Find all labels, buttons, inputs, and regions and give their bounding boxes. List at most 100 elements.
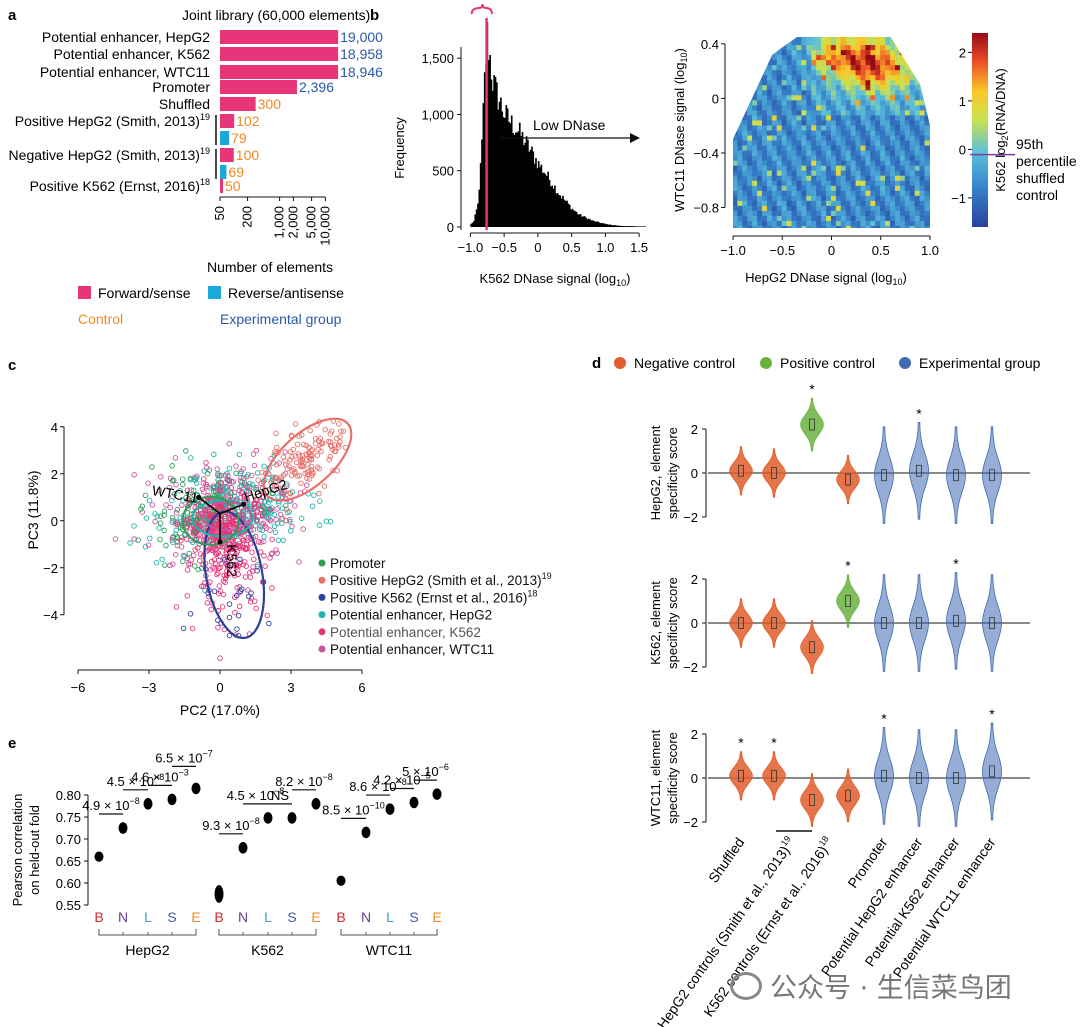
heatmap-cell [909, 192, 919, 201]
heatmap-cell [747, 61, 756, 71]
pca-point [222, 522, 229, 529]
hist-bar [562, 195, 564, 227]
pca-point [308, 463, 315, 470]
heatmap-cell [870, 101, 879, 111]
heatmap-cell [757, 61, 766, 71]
heatmap-cell [885, 111, 894, 121]
heatmap-cell [757, 56, 766, 66]
model-violin [336, 875, 346, 886]
heatmap-cell [781, 116, 791, 126]
heatmap-cell [747, 142, 756, 151]
heatmap-cell [835, 46, 845, 56]
heatmap-cell [914, 111, 924, 121]
heatmap-cell [752, 106, 761, 116]
hist-bar [599, 223, 602, 227]
hist-bar [477, 203, 479, 227]
violin-ylabel: K562, element [648, 581, 663, 665]
heatmap-cell [870, 157, 879, 166]
heatmap-cell [781, 172, 791, 181]
heatmap-cell [816, 177, 825, 186]
pca-point [273, 430, 279, 437]
heatmap-cell [860, 162, 869, 171]
heatmap-cell [890, 157, 899, 166]
heatmap-cell [737, 37, 746, 46]
heatmap-cell [796, 137, 805, 146]
heatmap-cell [894, 197, 904, 206]
heatmap-cell [894, 177, 904, 186]
pca-point [212, 550, 219, 556]
percentile-note-line: 95th [1016, 136, 1043, 152]
hist-bar [641, 226, 644, 227]
pca-point [198, 519, 204, 526]
pca-point [185, 561, 192, 567]
heatmap-cell [875, 172, 884, 181]
pca-point [232, 544, 239, 550]
panel-label-c: c [8, 357, 16, 374]
heatmap-cell [924, 157, 930, 166]
heatmap-cell [801, 86, 810, 96]
pca-point [211, 588, 218, 594]
heatmap-cell [821, 137, 830, 146]
heatmap-cell [806, 86, 815, 96]
heatmap-cell [909, 137, 919, 146]
pca-point [157, 536, 163, 543]
heatmap-cell [771, 96, 781, 106]
heatmap-cell [733, 207, 741, 216]
heatmap-cell [865, 116, 874, 126]
heatmap-cell [806, 212, 815, 221]
heatmap-cell [830, 76, 840, 86]
heatmap-cell [821, 111, 830, 121]
heatmap-cell [914, 81, 924, 91]
pca-point [234, 626, 240, 632]
heatmap-cell [894, 86, 904, 96]
heatmap-cell [821, 116, 830, 126]
heatmap-cell [835, 132, 845, 141]
heatmap-cell [742, 111, 751, 121]
heat-xtick-label: −0.5 [769, 243, 795, 258]
heatmap-cell [894, 182, 904, 191]
heatmap-cell [826, 217, 835, 226]
heatmap-cell [845, 172, 855, 181]
violin-box [953, 614, 959, 627]
heatmap-cell [904, 132, 914, 141]
heatmap-cell [890, 81, 899, 91]
heatmap-cell [757, 137, 766, 146]
heatmap-cell [733, 126, 741, 136]
heatmap-cell [821, 106, 830, 116]
pca-point [192, 547, 198, 553]
heatmap-cell [870, 116, 879, 126]
heatmap-cell [909, 106, 919, 116]
heatmap-cell [747, 202, 756, 211]
heatmap-cell [811, 116, 820, 126]
heatmap-cell [771, 157, 781, 166]
heatmap-cell [776, 147, 786, 156]
heatmap-cell [840, 101, 850, 111]
violin-legend-marker [614, 357, 626, 369]
heatmap-cell [757, 147, 766, 156]
heatmap-cell [747, 96, 756, 106]
heatmap-cell [791, 212, 800, 221]
heatmap-cell [752, 157, 761, 166]
heatmap-cell [742, 147, 751, 156]
heatmap-cell [791, 187, 800, 196]
colorbar: 210−1 [951, 33, 1015, 227]
pca-point [200, 480, 207, 486]
heatmap-cell [747, 126, 756, 136]
pca-point [225, 562, 231, 569]
heatmap-cell [850, 111, 860, 121]
hist-bar [622, 226, 625, 227]
heatmap-cell [737, 207, 746, 216]
pca-point [139, 503, 145, 509]
heatmap-cell [826, 56, 835, 66]
pca-point [187, 611, 194, 617]
violin-ylabel: specificity score [665, 577, 680, 669]
hist-bar [583, 216, 586, 227]
heatmap-cell [742, 46, 751, 56]
heatmap-cell [840, 172, 850, 181]
heatmap-cell [855, 46, 865, 56]
pca-point [186, 502, 192, 508]
heatmap-cell [771, 197, 781, 206]
model-letter: S [287, 909, 296, 925]
pca-xtick-label: 6 [358, 680, 365, 695]
heatmap-cell [776, 212, 786, 221]
